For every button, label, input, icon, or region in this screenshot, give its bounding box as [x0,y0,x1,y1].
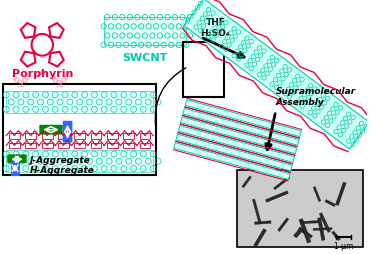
Bar [123,143,134,149]
Bar [123,133,134,139]
Text: J-Aggregate: J-Aggregate [30,155,90,164]
Bar [74,143,85,149]
Bar [6,151,153,172]
Text: NH: NH [18,84,23,88]
Bar [139,143,150,149]
Bar [25,143,36,149]
FancyBboxPatch shape [63,121,73,143]
Polygon shape [273,177,290,190]
Polygon shape [293,227,303,238]
Text: SWCNT: SWCNT [123,53,168,62]
Bar [9,133,20,139]
Text: H-Aggregate: H-Aggregate [30,165,94,174]
Bar [91,133,102,139]
Polygon shape [252,199,261,223]
Text: Porphyrin: Porphyrin [12,68,73,78]
Polygon shape [178,126,294,163]
FancyBboxPatch shape [11,161,20,176]
Polygon shape [319,213,331,233]
Bar [139,133,150,139]
Bar [107,143,118,149]
Polygon shape [317,218,325,241]
Polygon shape [242,176,252,188]
Polygon shape [299,219,311,243]
Polygon shape [255,221,271,225]
Bar [107,133,118,139]
Polygon shape [335,182,346,206]
Polygon shape [174,143,290,180]
Text: Supramolecular
Assembly: Supramolecular Assembly [276,87,356,106]
Polygon shape [185,100,301,137]
Bar [6,92,153,114]
Text: THF
H₂SO₄: THF H₂SO₄ [200,18,230,38]
Polygon shape [254,229,267,247]
Bar [42,143,53,149]
Polygon shape [176,135,292,171]
Bar [237,170,363,247]
Bar [58,143,69,149]
Bar [3,85,156,176]
Polygon shape [265,191,288,203]
Bar [58,133,69,139]
Text: HN: HN [18,82,23,85]
FancyBboxPatch shape [7,155,27,164]
Polygon shape [313,228,332,231]
Bar [183,43,224,98]
Bar [42,133,53,139]
Text: NH: NH [57,84,62,88]
Text: HN: HN [57,82,62,85]
Polygon shape [332,231,341,241]
Bar [91,143,102,149]
Bar [9,143,20,149]
Text: III: III [39,70,45,76]
Bar [74,133,85,139]
Polygon shape [180,117,297,154]
Polygon shape [313,187,321,202]
Polygon shape [183,109,299,146]
Polygon shape [277,218,289,232]
Text: 1 μm: 1 μm [334,241,353,250]
Polygon shape [298,227,312,238]
FancyBboxPatch shape [39,125,63,135]
Bar [25,133,36,139]
Polygon shape [325,200,336,207]
Polygon shape [301,220,320,224]
Polygon shape [184,0,369,150]
Bar [103,18,186,46]
